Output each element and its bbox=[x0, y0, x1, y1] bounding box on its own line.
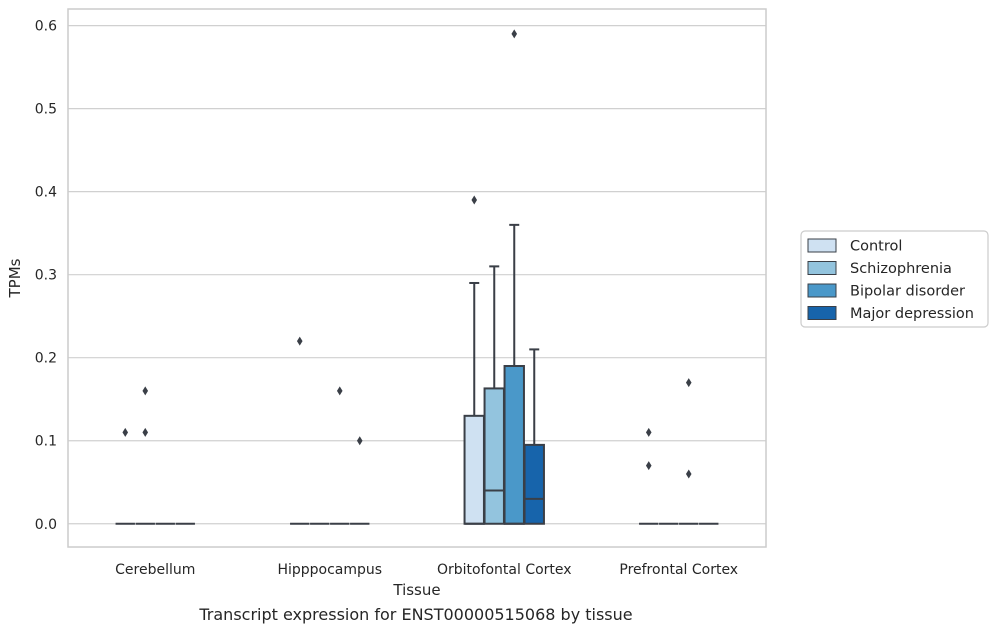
x-axis-label: Tissue bbox=[392, 581, 440, 599]
box-group bbox=[115, 427, 135, 525]
y-tick-label: 0.6 bbox=[35, 19, 57, 35]
box bbox=[463, 414, 485, 525]
box-group bbox=[463, 195, 485, 525]
box-group bbox=[330, 386, 350, 525]
boxes bbox=[115, 29, 719, 525]
x-tick-label: Orbitofontal Cortex bbox=[437, 562, 572, 578]
box-group bbox=[350, 436, 370, 525]
outlier-point bbox=[356, 436, 363, 446]
y-tick-label: 0.0 bbox=[35, 517, 57, 533]
y-tick-labels: 0.0 0.1 0.2 0.3 0.4 0.5 0.6 bbox=[35, 19, 57, 533]
outlier-point bbox=[142, 386, 149, 396]
outlier-point bbox=[685, 469, 692, 479]
legend-swatch bbox=[807, 306, 837, 320]
legend-label: Major depression bbox=[850, 306, 974, 322]
legend-swatch bbox=[807, 261, 837, 275]
x-tick-label: Hipppocampus bbox=[277, 562, 382, 578]
box bbox=[503, 365, 525, 525]
box-group bbox=[523, 348, 545, 525]
x-tick-labels: Cerebellum Hipppocampus Orbitofontal Corte… bbox=[115, 562, 738, 578]
box-group bbox=[639, 427, 659, 525]
box-group bbox=[503, 29, 525, 525]
y-tick-label: 0.1 bbox=[35, 434, 57, 450]
box bbox=[523, 443, 545, 525]
outlier-point bbox=[645, 427, 652, 437]
y-axis-label: TPMs bbox=[6, 258, 24, 298]
box-group bbox=[135, 386, 155, 525]
legend-label: Bipolar disorder bbox=[850, 284, 965, 300]
legend-label: Schizophrenia bbox=[850, 261, 952, 277]
y-tick-label: 0.4 bbox=[35, 185, 57, 201]
outlier-point bbox=[142, 427, 149, 437]
legend: Control Schizophrenia Bipolar disorder Majo… bbox=[800, 230, 989, 328]
outlier-point bbox=[336, 386, 343, 396]
y-tick-label: 0.3 bbox=[35, 268, 57, 284]
outlier-point bbox=[122, 427, 129, 437]
y-tick-label: 0.2 bbox=[35, 351, 57, 367]
box-group bbox=[483, 265, 505, 525]
legend-swatch bbox=[807, 238, 837, 253]
y-tick-label: 0.5 bbox=[35, 102, 57, 118]
outlier-point bbox=[685, 378, 692, 388]
legend-frame bbox=[800, 230, 989, 328]
x-tick-label: Prefrontal Cortex bbox=[619, 562, 738, 578]
outlier-point bbox=[645, 461, 652, 471]
box-group bbox=[290, 336, 310, 525]
legend-swatch bbox=[807, 283, 837, 298]
x-tick-label: Cerebellum bbox=[115, 562, 195, 578]
y-gridlines bbox=[68, 25, 766, 525]
figure-caption: Transcript expression for ENST0000051506… bbox=[199, 605, 633, 624]
box-group bbox=[679, 378, 699, 525]
outlier-point bbox=[511, 29, 518, 39]
outlier-point bbox=[296, 336, 303, 346]
plot-frame bbox=[67, 8, 767, 548]
box bbox=[483, 387, 505, 525]
legend-label: Control bbox=[850, 239, 902, 255]
outlier-point bbox=[471, 195, 478, 205]
